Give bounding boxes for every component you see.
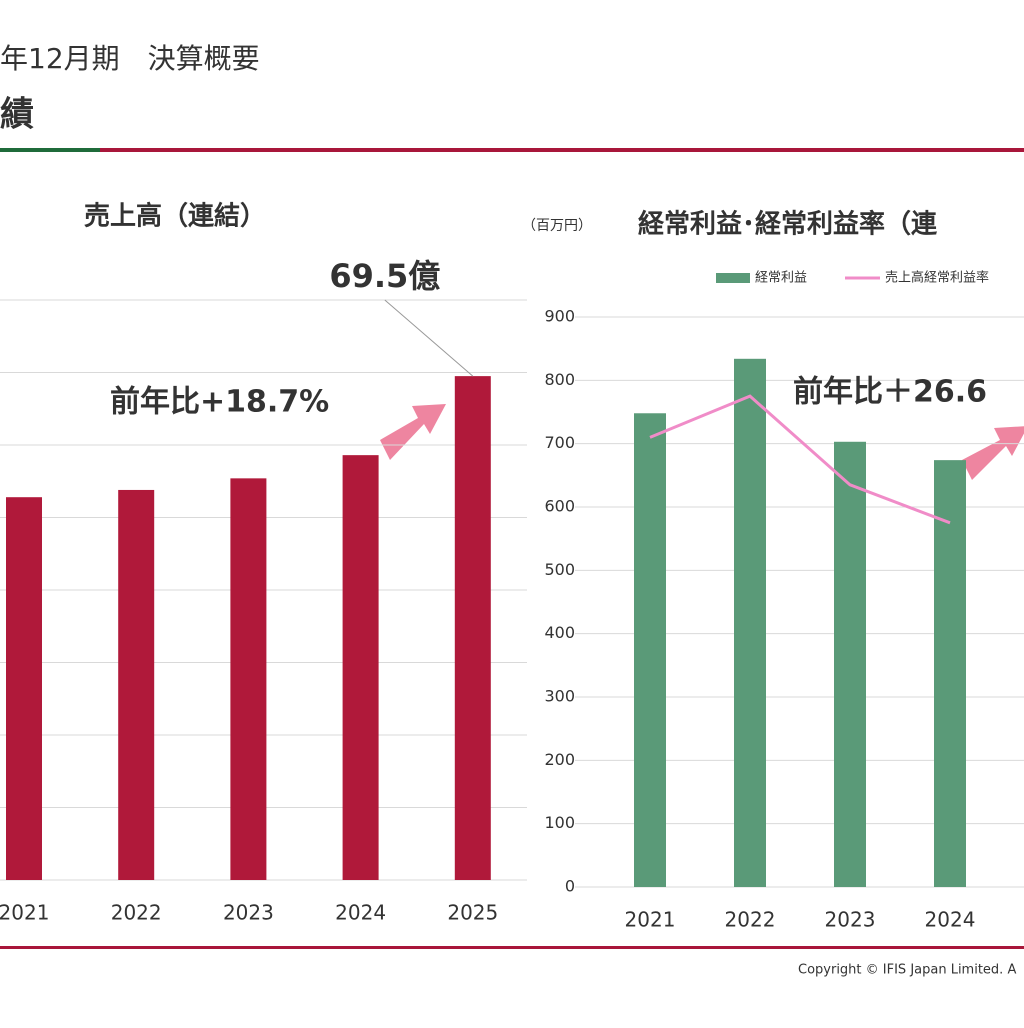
legend-label: 売上高経常利益率: [885, 270, 989, 286]
header-rule-red: [100, 148, 1024, 152]
bar: [230, 478, 267, 880]
bar: [342, 455, 379, 880]
section-title: 績: [0, 95, 34, 135]
header-title: 年12月期 決算概要: [0, 42, 260, 75]
y-tick-label: 800: [544, 370, 575, 389]
annotation: 前年比＋26.6: [793, 375, 987, 410]
bar: [734, 358, 766, 887]
x-tick-label: 2021: [0, 901, 49, 925]
y-unit: （百万円）: [522, 218, 592, 234]
x-tick-label: 2023: [223, 901, 274, 925]
legend-swatch: [716, 273, 750, 283]
x-tick-label: 2024: [335, 901, 386, 925]
legend-label: 経常利益: [755, 271, 807, 286]
bar: [834, 441, 866, 887]
bar: [634, 413, 666, 887]
leader-line: [384, 299, 474, 377]
y-tick-label: 600: [544, 497, 575, 516]
y-tick-label: 500: [544, 560, 575, 579]
chart-title: 経常利益･経常利益率（連: [638, 209, 938, 240]
copyright: Copyright © IFIS Japan Limited. A: [798, 963, 1016, 978]
data-label: 69.5億: [329, 257, 440, 295]
x-tick-label: 2022: [725, 908, 776, 932]
x-tick-label: 2024: [925, 908, 976, 932]
bar: [934, 460, 966, 887]
footer-rule: [0, 946, 1024, 949]
chart-title: 売上高（連結）: [84, 201, 266, 232]
header-rule-green: [0, 148, 100, 152]
annotation: 前年比+18.7%: [110, 385, 329, 420]
x-tick-label: 2022: [111, 901, 162, 925]
y-tick-label: 100: [544, 813, 575, 832]
arrow: [380, 404, 446, 460]
x-tick-label: 2021: [625, 908, 676, 932]
x-tick-label: 2025: [447, 901, 498, 925]
bar: [6, 497, 42, 880]
y-tick-label: 400: [544, 623, 575, 642]
y-tick-label: 300: [544, 687, 575, 706]
arrow: [962, 426, 1024, 480]
y-tick-label: 200: [544, 750, 575, 769]
bar: [454, 376, 491, 880]
y-tick-label: 0: [565, 877, 575, 896]
y-tick-label: 900: [544, 307, 575, 326]
bar: [118, 489, 155, 880]
x-tick-label: 2023: [825, 908, 876, 932]
line-series: [649, 394, 951, 525]
y-tick-label: 700: [544, 433, 575, 452]
